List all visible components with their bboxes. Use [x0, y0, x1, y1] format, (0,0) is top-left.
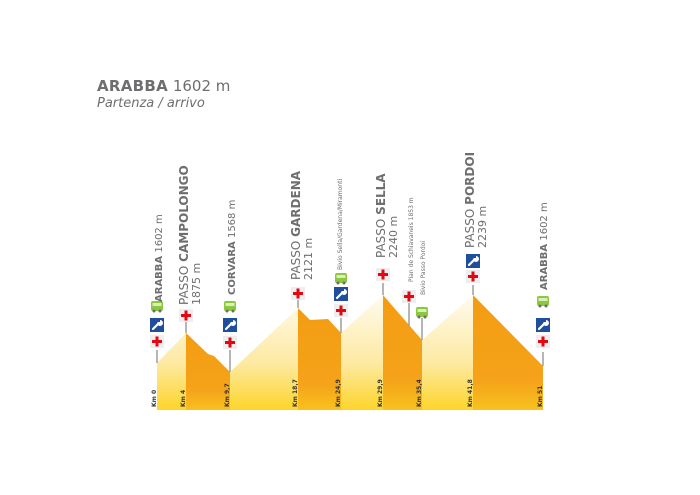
first-aid-icon: [223, 336, 237, 349]
wrench-icon: [466, 254, 480, 268]
km-label: Km 35,4: [416, 379, 423, 407]
first-aid-icon: [334, 304, 348, 317]
station-elevation: 2121 m: [302, 238, 315, 280]
wrench-icon: [334, 287, 348, 301]
start-finish-title: ARABBA 1602 m Partenza / arrivo: [97, 77, 230, 113]
km-label: Km 24,9: [335, 379, 342, 407]
first-aid-icon: [536, 335, 550, 348]
waypoint-label: Pian de Schiavaneis 1853 m: [408, 197, 415, 282]
descent-sella: [383, 295, 422, 410]
station-name: ARABBA 1602 m: [539, 202, 550, 290]
first-aid-icon: [402, 290, 416, 303]
km-label: Km 41,8: [467, 379, 474, 407]
start-name: ARABBA: [97, 77, 169, 95]
wrench-icon: [150, 318, 164, 332]
km-label: Km 9,7: [224, 383, 231, 407]
station-elevation: 1875 m: [190, 263, 203, 305]
waypoint-label: Bivio Passo Pordoi: [420, 241, 427, 295]
first-aid-icon: [179, 309, 193, 322]
start-elevation: 1602 m: [172, 77, 231, 95]
descent-pordoi: [473, 295, 543, 410]
station-name: PASSO GARDENA: [289, 170, 303, 280]
first-aid-icon: [466, 270, 480, 283]
station-elevation: 2239 m: [476, 206, 489, 248]
start-subtitle: Partenza / arrivo: [97, 96, 205, 111]
bus-icon: [224, 301, 236, 313]
bus-icon: [151, 301, 163, 313]
first-aid-icon: [150, 335, 164, 348]
first-aid-icon: [291, 287, 305, 300]
station-name: PASSO PORDOI: [463, 152, 477, 248]
km-label: Km 0: [151, 390, 158, 407]
station-name: CORVARA 1568 m: [227, 200, 238, 295]
km-label: Km 18,7: [292, 379, 299, 407]
waypoint-label: Bivio Sella/Gardena/Miramonti: [337, 179, 344, 270]
first-aid-icon: [376, 268, 390, 281]
wrench-icon: [223, 318, 237, 332]
wrench-icon: [536, 318, 550, 332]
km-label: Km 4: [180, 390, 187, 407]
km-label: Km 51: [537, 386, 544, 407]
station-name: ARABBA 1602 m: [154, 214, 165, 302]
station-name: PASSO SELLA: [374, 173, 388, 258]
descent-campolongo: [186, 333, 230, 410]
bus-icon: [335, 273, 347, 285]
descent-gardena: [298, 308, 341, 410]
station-elevation: 2240 m: [387, 216, 400, 258]
profile-climbs: [157, 295, 473, 410]
bus-icon: [416, 307, 428, 319]
bus-icon: [537, 296, 549, 308]
km-label: Km 29,9: [377, 379, 384, 407]
station-name: PASSO CAMPOLONGO: [177, 165, 191, 305]
